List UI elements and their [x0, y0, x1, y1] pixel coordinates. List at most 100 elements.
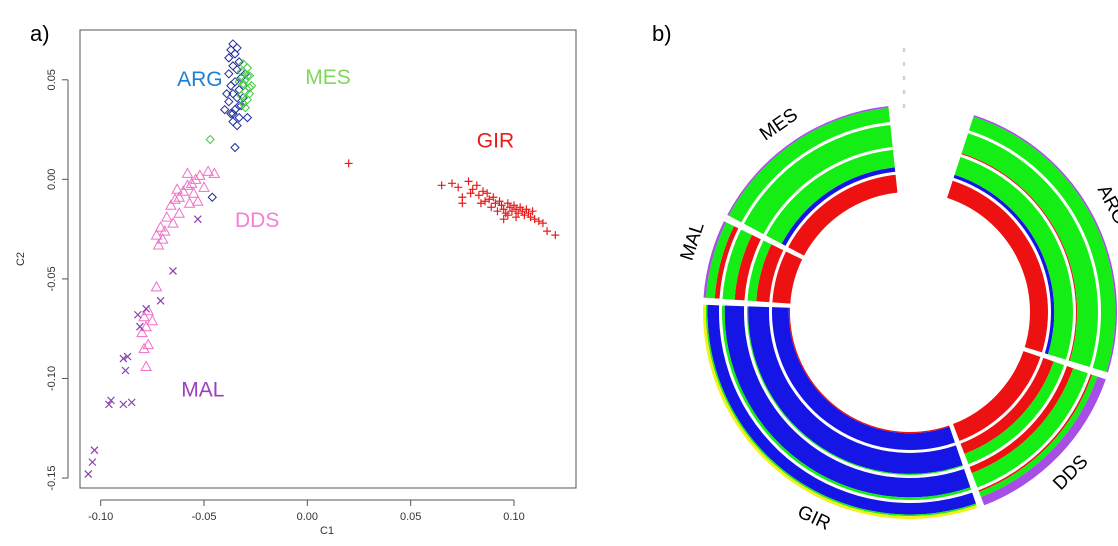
data-point: [138, 342, 150, 354]
x-tick-label: 0.10: [503, 511, 524, 523]
sector-label-gir: GIR: [794, 502, 833, 535]
data-point: [234, 57, 244, 67]
group-annotations: ARG MES GIR DDS MAL: [177, 66, 514, 402]
data-point: [530, 215, 539, 224]
data-point: [512, 213, 521, 222]
data-point: [230, 49, 240, 59]
data-point: [119, 400, 128, 409]
sector-mal: [703, 221, 803, 304]
x-tick-label: 0.00: [297, 511, 318, 523]
data-point: [207, 192, 217, 202]
data-point: [194, 169, 206, 180]
plot-frame: [79, 29, 577, 489]
data-point: [105, 400, 113, 409]
data-point: [127, 398, 136, 407]
ring-segment: [746, 306, 964, 475]
data-point: [140, 320, 152, 332]
data-point: [518, 207, 527, 216]
data-point: [224, 53, 234, 63]
ring-segment: [772, 307, 955, 450]
data-point: [181, 167, 194, 178]
data-point: [150, 280, 163, 292]
ring-segment: [772, 251, 803, 304]
center-tick-label: 0: [903, 90, 906, 96]
data-point: [167, 217, 179, 228]
data-point: [538, 219, 547, 228]
data-point: [228, 108, 238, 119]
data-point: [464, 177, 473, 186]
ring-segment: [728, 107, 891, 223]
panel-a-scatter: a) -0.10 -0.05 0.00 0.05 0.10 -0.15 -0.10 -0.05…: [15, 21, 577, 537]
data-point: [514, 209, 523, 218]
data-point: [152, 239, 165, 250]
data-point: [224, 96, 234, 107]
data-point: [173, 207, 186, 218]
data-point: [454, 183, 463, 192]
data-point: [344, 159, 353, 168]
sector-label-arg: ARG: [1093, 182, 1118, 228]
data-point: [528, 207, 537, 216]
data-point: [226, 81, 236, 91]
ring-segment: [734, 234, 761, 301]
data-point: [198, 181, 210, 192]
ring-segment: [724, 305, 971, 498]
data-point: [146, 314, 159, 326]
data-point: [240, 102, 251, 113]
data-point: [88, 458, 97, 467]
data-point: [138, 310, 150, 322]
ring-segment: [960, 357, 1054, 454]
data-point: [485, 195, 494, 204]
data-point: [142, 338, 155, 350]
data-point: [491, 199, 500, 208]
ring-segment: [748, 306, 963, 474]
data-point: [238, 92, 248, 103]
ring-segment: [703, 304, 978, 519]
data-point: [526, 213, 535, 222]
data-point: [244, 89, 255, 99]
ring-segment: [981, 376, 1106, 506]
data-point: [169, 267, 177, 275]
center-tick-labels: 0 0 0 0 0: [903, 48, 906, 110]
data-point: [169, 193, 181, 204]
sector-label-mes: MES: [756, 104, 802, 145]
data-point: [160, 211, 173, 222]
data-point: [205, 134, 215, 145]
ring-segment: [953, 351, 1041, 441]
circular-rings: [703, 106, 1117, 519]
ring-segment: [747, 240, 772, 302]
data-point: [499, 215, 508, 224]
data-point: [240, 75, 251, 85]
ring-segment: [705, 222, 735, 299]
ring-segment: [964, 361, 1065, 465]
data-point: [165, 199, 177, 210]
data-point: [142, 304, 151, 313]
ring-segment: [756, 244, 784, 303]
data-point: [516, 203, 525, 212]
data-point: [487, 203, 496, 212]
data-point: [236, 91, 246, 101]
data-point: [219, 104, 230, 115]
sector-label-mal: MAL: [677, 220, 709, 264]
data-point: [510, 201, 518, 210]
ring-segment: [947, 180, 1049, 353]
data-point: [238, 79, 248, 89]
data-point: [551, 231, 560, 240]
sector-mes: [727, 106, 898, 256]
data-point: [448, 179, 456, 188]
data-point: [503, 211, 512, 220]
center-tick-label: 0: [903, 62, 906, 68]
data-point: [181, 179, 194, 190]
data-point: [437, 181, 446, 190]
data-point: [142, 304, 155, 316]
group-label-mal: MAL: [181, 378, 224, 401]
ring-segment: [969, 116, 1116, 373]
data-point: [208, 167, 221, 178]
y-tick-label: -0.05: [46, 266, 58, 291]
sector-arg: [947, 115, 1117, 373]
data-point: [150, 229, 163, 240]
data-point: [466, 189, 475, 198]
data-point: [476, 199, 485, 208]
center-tick-label: 0: [903, 48, 906, 54]
